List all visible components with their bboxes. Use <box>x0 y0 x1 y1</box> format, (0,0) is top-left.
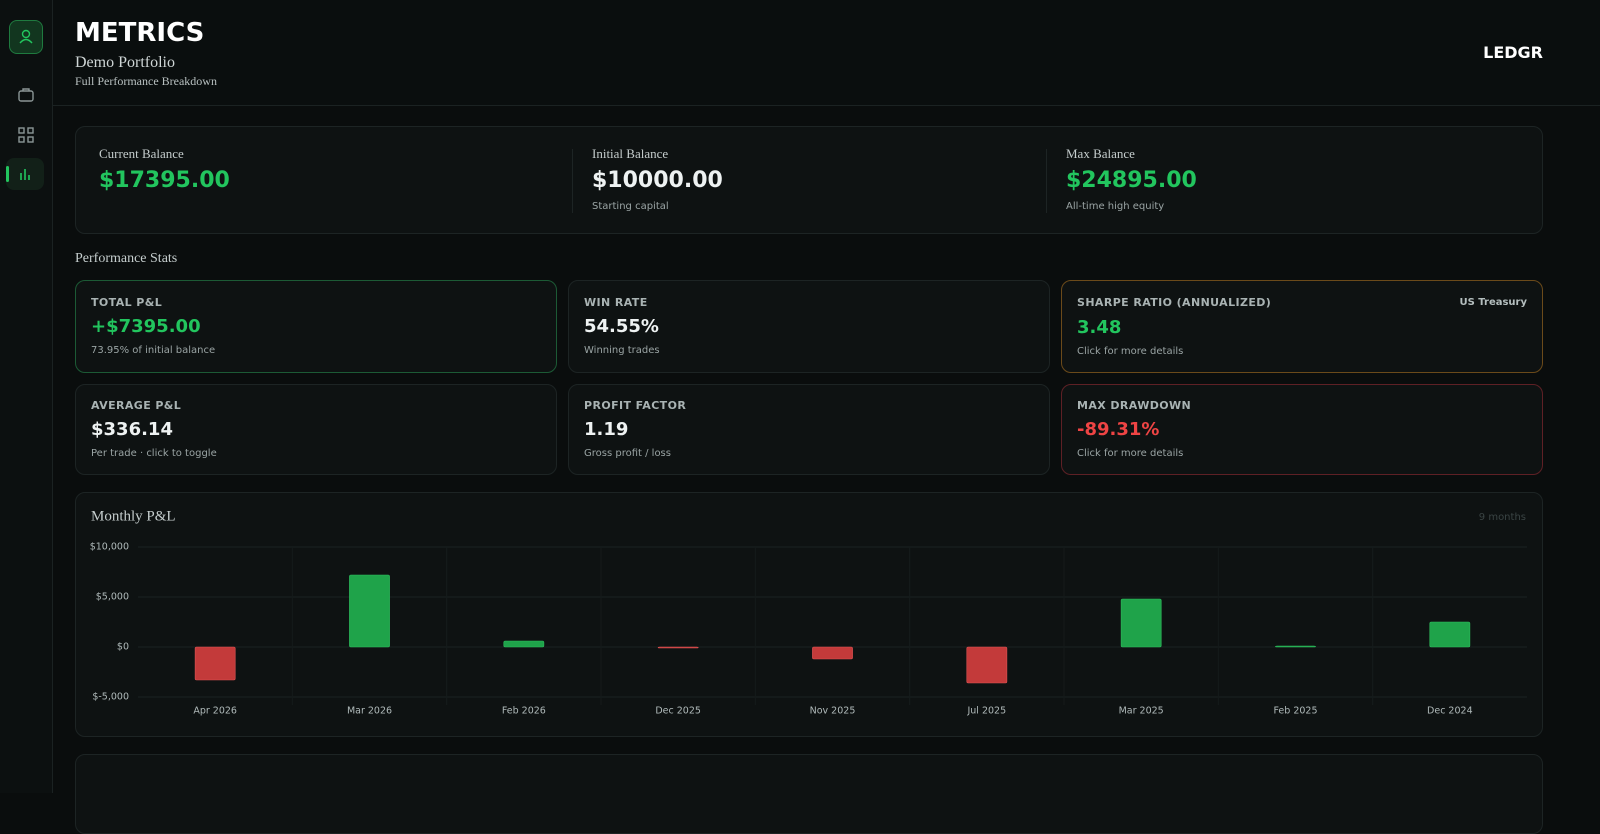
portfolio-button[interactable] <box>9 80 43 112</box>
balance-note: All-time high equity <box>1066 201 1165 212</box>
dashboard-button[interactable] <box>9 119 43 151</box>
stat-note: 73.95% of initial balance <box>91 345 216 356</box>
bar <box>1275 645 1316 648</box>
stat-note: Gross profit / loss <box>584 448 671 459</box>
icon <box>19 29 33 44</box>
header <box>53 0 1600 106</box>
active-indicator <box>6 166 9 182</box>
bar <box>194 646 236 681</box>
stat-card[interactable]: MAX DRAWDOWN -89.31% Click for more deta… <box>1061 384 1543 475</box>
x-tick-label: Mar 2026 <box>347 706 392 717</box>
stat-value: -89.31% <box>1077 419 1160 440</box>
page-description: Full Performance Breakdown <box>75 74 217 88</box>
y-tick-label: $5,000 <box>96 592 129 603</box>
chart: Monthly P&L 9 months $-5,000 $0 $5,000 $10,… <box>90 508 1527 717</box>
sidebar <box>0 0 53 793</box>
balance-label: Max Balance <box>1066 146 1135 161</box>
page-title: METRICS <box>75 18 205 48</box>
stat-note: Per trade · click to toggle <box>91 448 217 459</box>
stat-label: MAX DRAWDOWN <box>1077 399 1192 412</box>
y-tick-label: $0 <box>117 642 129 653</box>
x-tick-label: Feb 2025 <box>1273 706 1317 717</box>
bar <box>349 574 390 648</box>
stat-card[interactable]: WIN RATE 54.55% Winning trades <box>568 280 1050 373</box>
bar <box>503 640 545 648</box>
balance-value: $17395.00 <box>99 168 230 193</box>
chart-subtitle: 9 months <box>1479 512 1526 523</box>
metrics-button[interactable] <box>6 158 44 190</box>
x-tick-label: Feb 2026 <box>502 706 546 717</box>
bar <box>966 646 1008 684</box>
stat-note: Click for more details <box>1077 448 1184 459</box>
profile-button[interactable] <box>9 20 43 54</box>
y-tick-label: $10,000 <box>90 542 129 553</box>
brand: LEDGR <box>1483 43 1543 62</box>
next-card <box>75 754 1543 834</box>
x-tick-label: Dec 2025 <box>655 706 701 717</box>
bar <box>657 646 699 649</box>
stat-label: SHARPE RATIO (ANNUALIZED) <box>1077 296 1272 309</box>
balance-label: Current Balance <box>99 146 184 161</box>
stat-card[interactable]: SHARPE RATIO (ANNUALIZED) US Treasury 3.… <box>1061 280 1543 373</box>
stat-value: $336.14 <box>91 419 173 440</box>
balance-value: $24895.00 <box>1066 168 1197 193</box>
stat-value: 1.19 <box>584 419 629 440</box>
balance-note: Starting capital <box>592 201 669 212</box>
stat-label: PROFIT FACTOR <box>584 399 687 412</box>
x-tick-label: Dec 2024 <box>1427 706 1473 717</box>
x-tick-label: Nov 2025 <box>810 706 856 717</box>
portfolio-name: Demo Portfolio <box>75 54 175 71</box>
stat-value: 3.48 <box>1077 317 1122 338</box>
section-title: Performance Stats <box>75 251 178 266</box>
icon <box>20 169 30 180</box>
stat-note: Winning trades <box>584 345 660 356</box>
divider <box>572 149 573 213</box>
stat-label: AVERAGE P&L <box>91 399 182 412</box>
y-tick-label: $-5,000 <box>92 692 129 703</box>
stat-card[interactable]: AVERAGE P&L $336.14 Per trade · click to… <box>75 384 557 475</box>
x-tick-label: Apr 2026 <box>193 706 237 717</box>
stat-badge: US Treasury <box>1459 297 1527 308</box>
stat-note: Click for more details <box>1077 346 1184 357</box>
icon <box>18 88 34 102</box>
chart-title: Monthly P&L <box>91 508 176 524</box>
bar <box>1120 598 1162 648</box>
stat-label: WIN RATE <box>584 296 648 309</box>
stat-value: +$7395.00 <box>91 316 201 337</box>
bar <box>812 646 853 660</box>
divider <box>1046 149 1047 213</box>
bar <box>1429 621 1471 648</box>
chart-card <box>75 492 1543 737</box>
balance-label: Initial Balance <box>592 146 669 161</box>
x-tick-label: Mar 2025 <box>1119 706 1164 717</box>
x-tick-label: Jul 2025 <box>966 706 1006 717</box>
stat-label: TOTAL P&L <box>91 296 163 309</box>
balance-value: $10000.00 <box>592 168 723 193</box>
balance-card <box>75 126 1543 234</box>
stat-card[interactable]: TOTAL P&L +$7395.00 73.95% of initial ba… <box>75 280 557 373</box>
stat-value: 54.55% <box>584 316 659 337</box>
stat-card[interactable]: PROFIT FACTOR 1.19 Gross profit / loss <box>568 384 1050 475</box>
icon <box>18 127 34 143</box>
